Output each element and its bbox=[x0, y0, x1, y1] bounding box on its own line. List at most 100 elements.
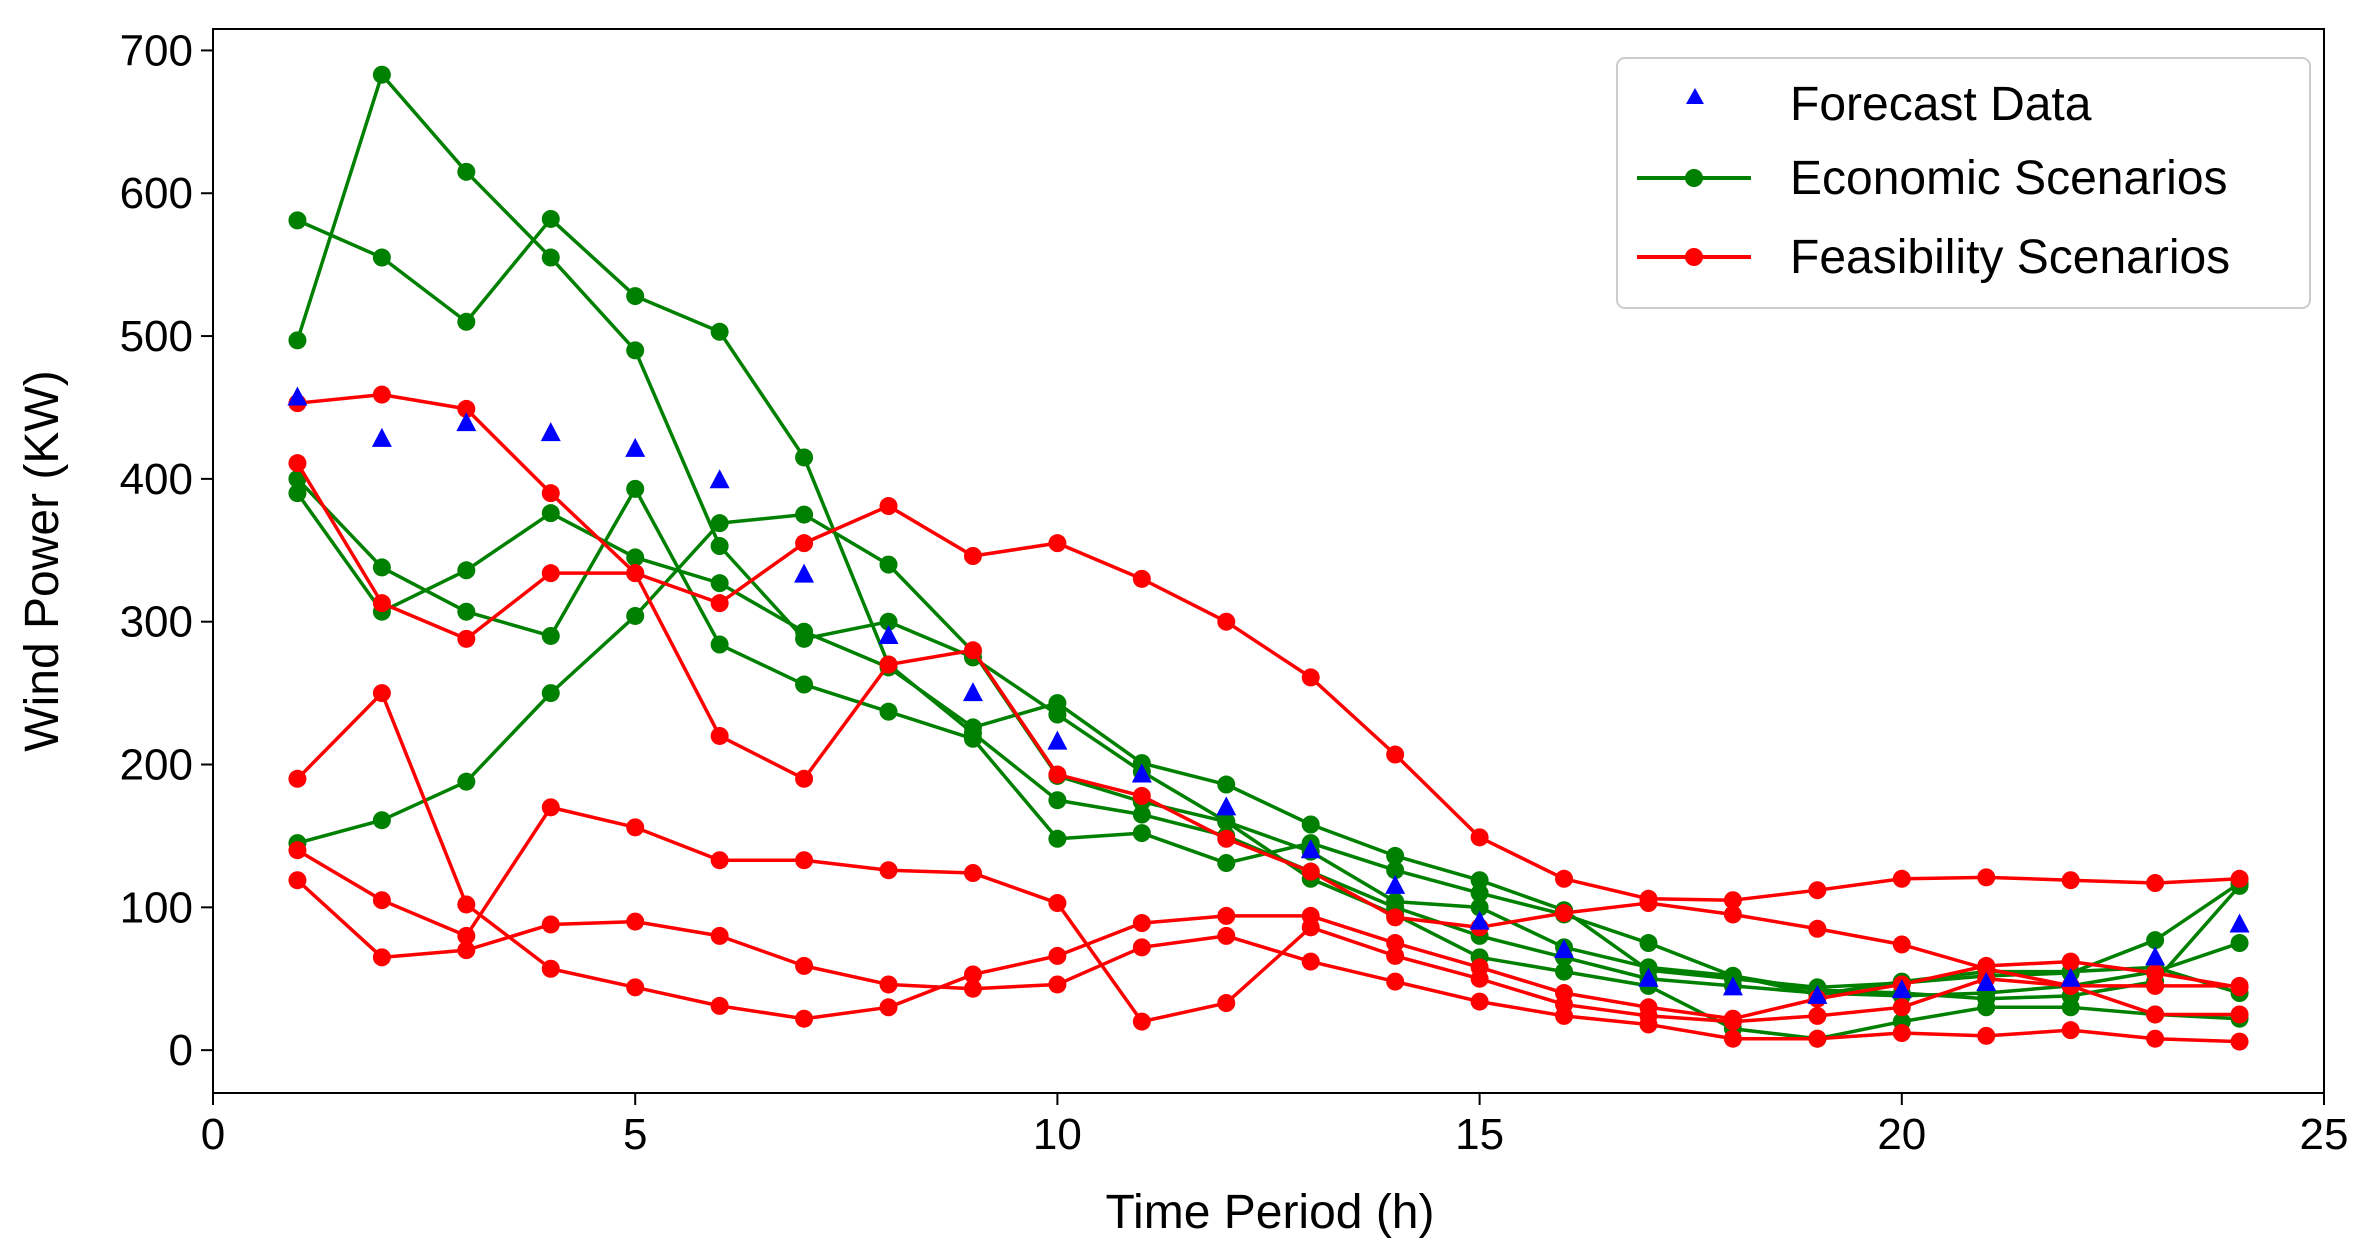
feasibility-scenario-5-point bbox=[795, 956, 814, 975]
feasibility-scenario-4-point bbox=[963, 864, 982, 883]
feasibility-scenario-1-point bbox=[1892, 869, 1911, 888]
axes-layer: 0 5 10 15 20 25 0 100 200 300 400 500 600 700 bbox=[120, 26, 2349, 1159]
economic-scenario-3-point bbox=[457, 602, 476, 621]
forecast-point bbox=[794, 563, 815, 583]
economic-scenario-4-point bbox=[457, 561, 476, 580]
feasibility-scenario-5-point bbox=[1977, 1026, 1996, 1045]
economic-scenario-3-point bbox=[1217, 854, 1236, 873]
y-tick-label: 600 bbox=[120, 169, 193, 218]
feasibility-scenario-4-point bbox=[1470, 969, 1489, 988]
economic-scenario-4-point bbox=[795, 622, 814, 641]
feasibility-scenario-2-point bbox=[1217, 829, 1236, 848]
feasibility-scenario-2-point bbox=[879, 655, 898, 674]
feasibility-scenario-3-point bbox=[963, 965, 982, 984]
feasibility-scenario-2-point bbox=[1555, 904, 1574, 923]
x-axis-title: Time Period (h) bbox=[1106, 1186, 1435, 1239]
economic-scenario-5-point bbox=[795, 505, 814, 524]
forecast-point bbox=[1216, 796, 1237, 816]
economic-scenario-4-point bbox=[2146, 931, 2165, 950]
feasibility-scenario-1-point bbox=[372, 385, 391, 404]
feasibility-scenario-3-point bbox=[457, 895, 476, 914]
feasibility-scenario-1-point bbox=[457, 399, 476, 418]
feasibility-scenario-4-point bbox=[710, 851, 729, 870]
feasibility-scenario-3-point bbox=[1132, 914, 1151, 933]
feasibility-scenario-4-point bbox=[1048, 894, 1067, 913]
forecast-point bbox=[1976, 972, 1997, 992]
feasibility-scenario-5-point bbox=[1217, 926, 1236, 945]
feasibility-scenario-2-point bbox=[1132, 786, 1151, 805]
forecast-point bbox=[2060, 967, 2081, 987]
feasibility-scenario-5-point bbox=[1639, 1015, 1658, 1034]
feasibility-scenario-2-point bbox=[541, 564, 560, 583]
forecast-point bbox=[1722, 976, 1743, 996]
economic-scenario-3-point bbox=[1977, 989, 1996, 1008]
economic-scenario-3-point bbox=[1639, 934, 1658, 953]
feasibility-scenario-3-point bbox=[1217, 906, 1236, 925]
feasibility-scenario-3-point bbox=[2061, 952, 2080, 971]
y-tick-label: 0 bbox=[169, 1026, 193, 1075]
forecast-point bbox=[1300, 839, 1321, 859]
feasibility-scenario-5-point bbox=[963, 979, 982, 998]
feasibility-scenario-2-point bbox=[795, 769, 814, 788]
economic-scenario-1-point bbox=[457, 312, 476, 331]
feasibility-scenario-2-point bbox=[1301, 862, 1320, 881]
y-tick-label: 200 bbox=[120, 741, 193, 790]
feasibility-scenario-4-point bbox=[1301, 918, 1320, 937]
economic-scenario-5-point bbox=[1386, 892, 1405, 911]
x-tick-label: 0 bbox=[201, 1110, 225, 1159]
economic-scenario-4-point bbox=[541, 504, 560, 523]
feasibility-scenario-4-point bbox=[1217, 994, 1236, 1013]
economic-scenario-4-point bbox=[1217, 775, 1236, 794]
feasibility-scenario-2-point bbox=[710, 726, 729, 745]
feasibility-scenario-5-point bbox=[1048, 975, 1067, 994]
feasibility-scenario-5-line bbox=[296, 878, 2240, 1044]
feasibility-scenario-3-point bbox=[372, 684, 391, 703]
feasibility-scenario-5-point bbox=[288, 871, 307, 890]
economic-scenario-5-point bbox=[457, 772, 476, 791]
feasibility-scenario-4-point bbox=[288, 841, 307, 860]
feasibility-scenario-3-point bbox=[288, 769, 307, 788]
feasibility-scenario-4-point bbox=[1808, 1006, 1827, 1025]
economic-scenario-4-point bbox=[963, 718, 982, 737]
x-tick-label: 10 bbox=[1033, 1110, 1082, 1159]
feasibility-scenario-2-point bbox=[457, 629, 476, 648]
feasibility-scenario-4-point bbox=[372, 891, 391, 910]
feasibility-scenario-2-point bbox=[2146, 976, 2165, 995]
forecast-point bbox=[962, 682, 983, 702]
feasibility-scenario-1-point bbox=[1977, 868, 1996, 887]
y-axis-title: Wind Power (KW) bbox=[16, 370, 69, 751]
economic-scenario-4-point bbox=[288, 484, 307, 503]
forecast-point bbox=[371, 427, 392, 447]
economic-scenario-5-point bbox=[1470, 898, 1489, 917]
feasibility-scenario-5-point bbox=[1555, 1006, 1574, 1025]
forecast-point bbox=[540, 422, 561, 442]
feasibility-scenario-1-point bbox=[710, 594, 729, 613]
feasibility-scenario-1-point bbox=[2230, 869, 2249, 888]
feasibility-scenario-3-point bbox=[1386, 934, 1405, 953]
feasibility-scenario-5-point bbox=[1301, 952, 1320, 971]
feasibility-scenario-1-point bbox=[2146, 874, 2165, 893]
feasibility-scenario-4-point bbox=[1132, 1012, 1151, 1031]
economic-scenario-3-point bbox=[1048, 829, 1067, 848]
feasibility-scenario-2-point bbox=[1048, 765, 1067, 784]
feasibility-scenario-4-point bbox=[626, 818, 645, 837]
forecast-point bbox=[625, 437, 646, 457]
economic-scenario-5-point bbox=[1723, 966, 1742, 985]
feasibility-scenario-1-point bbox=[1217, 612, 1236, 631]
feasibility-scenario-3-point bbox=[626, 978, 645, 997]
economic-scenario-2-point bbox=[1555, 962, 1574, 981]
feasibility-scenario-4-point bbox=[1723, 1012, 1742, 1031]
feasibility-scenario-5-point bbox=[457, 941, 476, 960]
feasibility-scenario-1-point bbox=[1555, 869, 1574, 888]
economic-scenario-1-point bbox=[372, 248, 391, 267]
feasibility-scenario-5-point bbox=[879, 975, 898, 994]
feasibility-scenario-2-line bbox=[295, 462, 2240, 988]
economic-scenario-3-point bbox=[1132, 824, 1151, 843]
forecast-point bbox=[1469, 910, 1490, 930]
economic-scenario-4-point bbox=[1470, 871, 1489, 890]
x-tick-label: 15 bbox=[1455, 1110, 1504, 1159]
forecast-point bbox=[287, 386, 308, 406]
feasibility-scenario-1-point bbox=[1808, 881, 1827, 900]
feasibility-scenario-4-point bbox=[2146, 1005, 2165, 1024]
legend-item-economic: Economic Scenarios bbox=[1637, 152, 2228, 205]
